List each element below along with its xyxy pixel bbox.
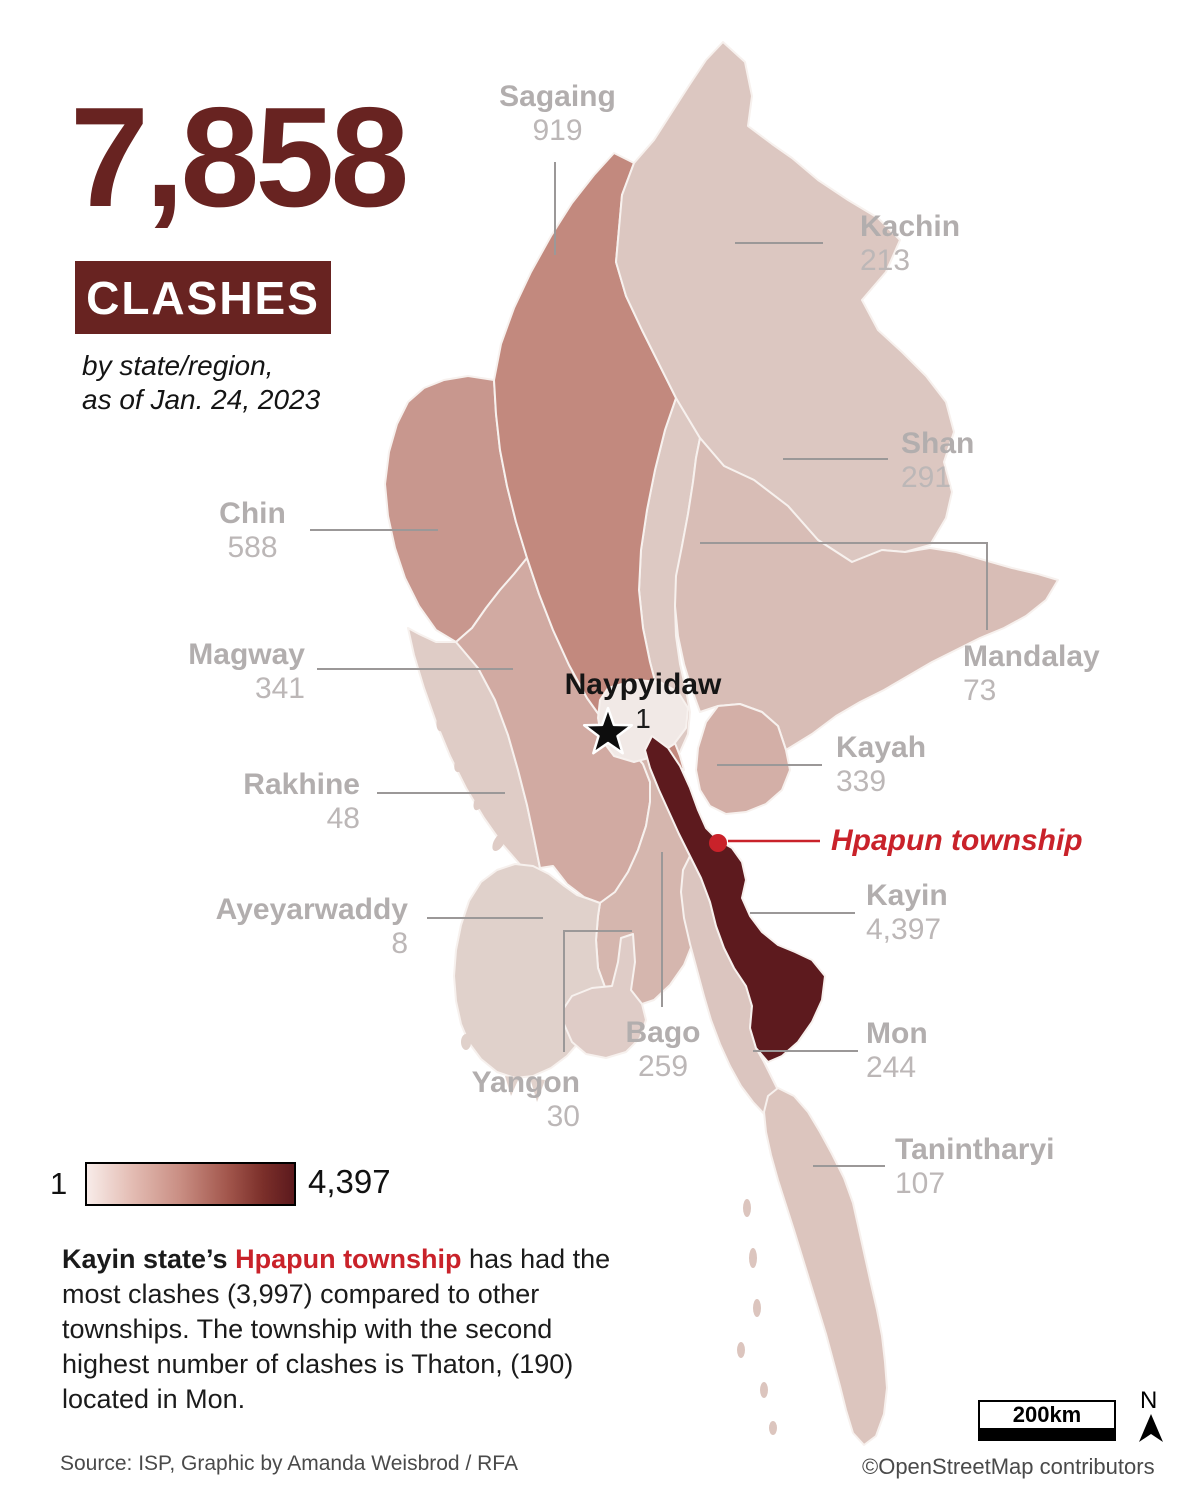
label-sagaing-name: Sagaing [499,80,616,113]
label-mandalay: Mandalay 73 [963,640,1163,708]
north-label: N [1140,1387,1158,1414]
label-sagaing: Sagaing 919 [450,80,665,148]
label-shan-value: 291 [901,461,952,494]
label-bago-value: 259 [637,1050,689,1083]
capital-star-icon [582,706,634,755]
hpapun-dot-icon [709,834,727,852]
label-yangon-value: 30 [546,1100,580,1133]
label-naypyidaw: Naypyidaw 1 [543,668,743,736]
coastal-islands [436,700,777,1435]
total-clashes-number: 7,858 [70,78,409,237]
region-kachin [615,41,955,563]
label-magway-value: 341 [254,672,305,705]
label-kayah: Kayah 339 [836,731,986,799]
label-naypyidaw-value: 1 [635,703,651,734]
source-credit: Source: ISP, Graphic by Amanda Weisbrod … [60,1452,518,1475]
label-shan-name: Shan [901,427,975,460]
region-tanintharyi [763,1087,888,1446]
label-shan: Shan 291 [901,427,1061,495]
label-rakhine: Rakhine 48 [175,768,360,836]
label-mon-name: Mon [866,1017,928,1050]
legend-max: 4,397 [308,1163,391,1200]
label-tanintharyi-value: 107 [895,1167,946,1200]
label-yangon-name: Yangon [471,1066,580,1099]
label-bago-name: Bago [625,1016,701,1049]
label-bago: Bago 259 [592,1016,734,1084]
label-ayeyarwaddy: Ayeyarwaddy 8 [172,893,408,961]
label-sagaing-value: 919 [532,114,583,147]
clashes-banner: CLASHES [75,261,331,334]
label-mandalay-value: 73 [963,674,997,707]
subtitle: by state/region, as of Jan. 24, 2023 [82,349,320,417]
label-naypyidaw-name: Naypyidaw [564,668,722,701]
label-ayeyarwaddy-name: Ayeyarwaddy [215,893,408,926]
label-kayah-name: Kayah [836,731,927,764]
label-mon-value: 244 [866,1051,917,1084]
label-rakhine-value: 48 [326,802,360,835]
label-kachin: Kachin 213 [860,210,1060,278]
scale-bar: 200km [978,1400,1116,1441]
region-shan [674,437,1059,751]
osm-attribution: ©OpenStreetMap contributors [862,1454,1155,1479]
label-tanintharyi: Tanintharyi 107 [895,1133,1105,1201]
subtitle-line2: as of Jan. 24, 2023 [82,384,321,415]
scale-bar-strip [980,1428,1114,1439]
label-chin: Chin 588 [190,497,315,565]
label-kayin-name: Kayin [866,879,948,912]
label-tanintharyi-name: Tanintharyi [895,1133,1055,1166]
legend-gradient-bar [85,1162,296,1206]
annotation-highlight: Hpapun township [235,1244,462,1274]
north-arrow-icon [1139,1414,1163,1442]
label-mandalay-name: Mandalay [963,640,1100,673]
annotation-bold-intro: Kayin state’s [62,1244,236,1274]
label-yangon: Yangon 30 [418,1066,580,1134]
subtitle-line1: by state/region, [82,350,274,381]
leader-yangon [563,930,632,1052]
label-mon: Mon 244 [866,1017,1006,1085]
label-kayah-value: 339 [836,765,887,798]
label-chin-name: Chin [219,497,286,530]
legend-min: 1 [50,1166,68,1201]
region-kayah [695,703,791,815]
annotation-paragraph: Kayin state’s Hpapun township has had th… [62,1242,637,1417]
label-chin-value: 588 [227,531,278,564]
label-magway-name: Magway [188,638,305,671]
leader-lines [310,162,988,1167]
label-kachin-name: Kachin [860,210,961,243]
label-ayeyarwaddy-value: 8 [391,927,408,960]
label-kachin-value: 213 [860,244,911,277]
region-yangon [563,933,647,1059]
label-kayin: Kayin 4,397 [866,879,1026,947]
scale-bar-label: 200km [1012,1402,1082,1427]
label-magway: Magway 341 [140,638,305,706]
label-rakhine-name: Rakhine [243,768,360,801]
label-kayin-value: 4,397 [866,913,942,946]
label-hpapun-township: Hpapun township [831,824,1083,857]
leader-mandalay [700,542,988,630]
annotation-body: has had the most clashes (3,997) compare… [62,1244,618,1414]
